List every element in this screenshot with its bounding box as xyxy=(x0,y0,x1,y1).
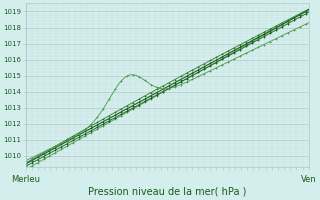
X-axis label: Pression niveau de la mer( hPa ): Pression niveau de la mer( hPa ) xyxy=(88,187,246,197)
